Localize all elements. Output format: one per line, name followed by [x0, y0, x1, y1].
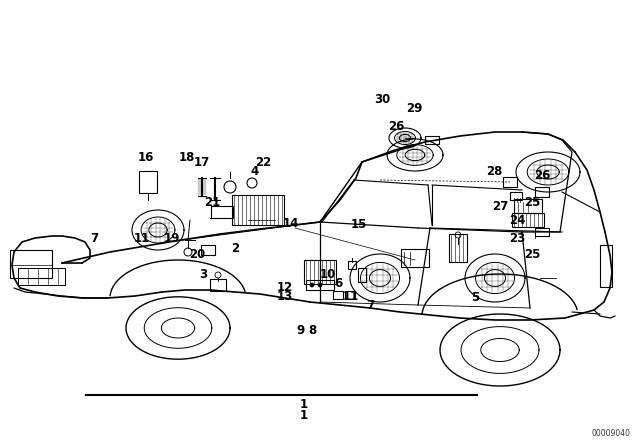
Bar: [304, 260, 336, 284]
Bar: [10, 250, 52, 278]
Text: 1: 1: [300, 409, 308, 422]
Text: 00009040: 00009040: [591, 429, 630, 438]
Bar: [210, 279, 226, 291]
Bar: [348, 261, 356, 269]
Text: 1: 1: [300, 397, 308, 411]
Bar: [535, 187, 549, 197]
Bar: [401, 249, 429, 267]
Bar: [139, 171, 157, 193]
Text: 25: 25: [524, 248, 541, 261]
Bar: [211, 206, 233, 218]
Bar: [535, 228, 549, 236]
Bar: [306, 280, 334, 290]
Text: 7: 7: [91, 232, 99, 245]
Text: 24: 24: [509, 214, 525, 227]
Text: 17: 17: [193, 155, 210, 169]
Text: 26: 26: [388, 120, 405, 133]
Text: 3: 3: [200, 267, 207, 281]
Bar: [512, 213, 544, 227]
Text: 28: 28: [486, 164, 502, 178]
Bar: [425, 136, 439, 144]
Circle shape: [310, 283, 314, 287]
Text: 4: 4: [251, 164, 259, 178]
Text: 14: 14: [283, 216, 300, 230]
Bar: [514, 199, 542, 213]
Text: 11: 11: [134, 232, 150, 245]
Text: 15: 15: [350, 218, 367, 232]
Text: 12: 12: [276, 281, 293, 294]
Text: 30: 30: [374, 93, 391, 106]
Bar: [358, 268, 366, 282]
Text: 9: 9: [297, 324, 305, 337]
Text: 25: 25: [524, 196, 541, 209]
Text: 6: 6: [334, 276, 342, 290]
Text: 26: 26: [534, 169, 551, 182]
Text: 29: 29: [406, 102, 423, 115]
Bar: [333, 291, 343, 299]
Text: 23: 23: [509, 232, 525, 245]
Text: 11: 11: [342, 290, 359, 303]
Bar: [345, 291, 355, 299]
Text: 27: 27: [492, 199, 509, 213]
Bar: [600, 245, 612, 287]
Text: 18: 18: [179, 151, 195, 164]
Bar: [232, 195, 284, 225]
Text: 21: 21: [204, 196, 221, 209]
Bar: [449, 234, 467, 262]
Text: 10: 10: [319, 267, 336, 281]
Bar: [503, 177, 517, 187]
Circle shape: [318, 283, 322, 287]
Text: 19: 19: [163, 232, 180, 245]
Text: 8: 8: [308, 324, 316, 337]
Text: 13: 13: [276, 290, 293, 303]
Text: 2: 2: [232, 242, 239, 255]
Bar: [510, 192, 522, 200]
Text: 22: 22: [255, 155, 272, 169]
Bar: [201, 245, 215, 255]
Text: 16: 16: [138, 151, 154, 164]
Text: 20: 20: [189, 248, 205, 261]
Text: 5: 5: [471, 291, 479, 305]
Text: 7: 7: [366, 299, 374, 312]
